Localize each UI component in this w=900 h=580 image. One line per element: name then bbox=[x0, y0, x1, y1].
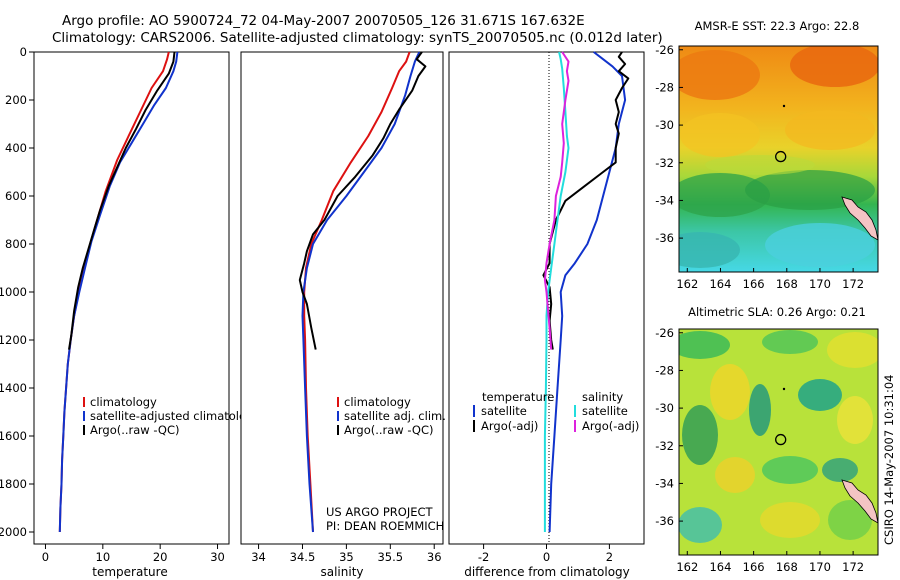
map-x-tick-label: 164 bbox=[709, 277, 731, 291]
y-tick-label: 1400 bbox=[0, 381, 27, 395]
series-line-satellite-sat_s bbox=[543, 51, 570, 532]
sla-coastline bbox=[841, 479, 879, 524]
map-y-tick-label: -26 bbox=[655, 43, 674, 57]
sst-map-frame bbox=[678, 45, 879, 273]
map-y-tick-label: -36 bbox=[655, 231, 674, 245]
y-tick-label: 600 bbox=[5, 189, 27, 203]
legend-label-argo: Argo(..raw -QC) bbox=[344, 423, 434, 437]
timestamp-stamp: CSIRO 14-May-2007 10:31:04 bbox=[882, 375, 896, 546]
x-tick-label: 34 bbox=[251, 550, 266, 564]
difference-panel: -2 0 2 difference from climatology tempera… bbox=[448, 51, 645, 579]
series-line-argo-raw-qc-argo bbox=[298, 51, 427, 350]
map-x-tick-label: 166 bbox=[743, 277, 765, 291]
y-tick-label: 800 bbox=[5, 237, 27, 251]
map-x-tick-label: 170 bbox=[809, 560, 831, 574]
difference-xlabel: difference from climatology bbox=[464, 565, 630, 579]
map-y-tick-label: -26 bbox=[655, 326, 674, 340]
x-tick-label: 2 bbox=[606, 550, 613, 564]
credit-line2: PI: DEAN ROEMMICH bbox=[326, 519, 444, 533]
salinity-xlabel: salinity bbox=[320, 565, 363, 579]
temperature-xlabel: temperature bbox=[92, 565, 167, 579]
temperature-axes bbox=[33, 51, 230, 545]
credit-line1: US ARGO PROJECT bbox=[326, 505, 434, 519]
series-line-argo-raw-qc-argo bbox=[68, 51, 176, 350]
map-y-tick-label: -30 bbox=[655, 118, 674, 132]
legend-label-sal-satellite: satellite bbox=[582, 404, 628, 418]
sst-map-title: AMSR-E SST: 22.3 Argo: 22.8 bbox=[695, 19, 860, 33]
x-tick-label: 30 bbox=[210, 550, 225, 564]
x-tick-label: 36 bbox=[427, 550, 442, 564]
legend-label-temp-satellite: satellite bbox=[481, 404, 527, 418]
series-line-satellite-adjusted-climatology-sat bbox=[58, 51, 179, 533]
map-y-tick-label: -36 bbox=[655, 514, 674, 528]
x-tick-label: 10 bbox=[96, 550, 111, 564]
sla-map-title: Altimetric SLA: 0.26 Argo: 0.21 bbox=[688, 305, 866, 319]
map-x-tick-label: 168 bbox=[776, 560, 798, 574]
map-x-tick-label: 172 bbox=[842, 277, 864, 291]
salinity-axes bbox=[240, 51, 444, 545]
map-x-tick-label: 170 bbox=[809, 277, 831, 291]
map-y-tick-label: -30 bbox=[655, 401, 674, 415]
legend-label-temp-argo: Argo(-adj) bbox=[481, 419, 538, 433]
sst-island-dot bbox=[782, 104, 786, 108]
map-x-tick-label: 166 bbox=[743, 560, 765, 574]
y-tick-label: 1200 bbox=[0, 333, 27, 347]
sst-coastline bbox=[841, 196, 879, 241]
temperature-panel: 0 10 20 30 0 200 400 600 800 1000 1200 1400 1600 1800… bbox=[0, 45, 260, 579]
sla-map: Altimetric SLA: 0.26 Argo: 0.21 162 164 16… bbox=[655, 305, 879, 574]
map-x-tick-label: 162 bbox=[676, 277, 698, 291]
map-x-tick-label: 162 bbox=[676, 560, 698, 574]
legend-label-sal-argo: Argo(-adj) bbox=[582, 419, 639, 433]
map-y-tick-label: -34 bbox=[655, 476, 674, 490]
y-tick-label: 200 bbox=[5, 93, 27, 107]
x-tick-label: 0 bbox=[543, 550, 550, 564]
map-y-tick-label: -34 bbox=[655, 193, 674, 207]
float-position-marker bbox=[775, 150, 787, 163]
x-tick-label: -2 bbox=[478, 550, 489, 564]
y-tick-label: 1600 bbox=[0, 429, 27, 443]
temperature-legend: climatology satellite-adjusted climatolo… bbox=[83, 395, 260, 437]
series-line-satellite-adj-clim-sat bbox=[301, 51, 421, 533]
legend-label-climatology: climatology bbox=[344, 395, 411, 409]
salinity-legend: climatology satellite adj. clim. Argo(..… bbox=[337, 395, 446, 437]
map-x-tick-label: 168 bbox=[776, 277, 798, 291]
x-tick-label: 35 bbox=[339, 550, 354, 564]
map-x-tick-label: 164 bbox=[709, 560, 731, 574]
x-tick-label: 35.5 bbox=[377, 550, 403, 564]
legend-label-satellite-adj: satellite adj. clim. bbox=[344, 409, 446, 423]
x-tick-label: 20 bbox=[153, 550, 168, 564]
series-line-argo-adj-argo bbox=[542, 51, 630, 350]
float-position-marker bbox=[775, 433, 787, 446]
series-line-argo-adj-argo_s bbox=[543, 51, 570, 350]
series-line-satellite-sat bbox=[548, 51, 627, 533]
y-tick-label: 1800 bbox=[0, 477, 27, 491]
sla-island-dot bbox=[782, 387, 786, 391]
map-y-tick-label: -28 bbox=[655, 363, 674, 377]
map-y-tick-label: -28 bbox=[655, 80, 674, 94]
x-tick-label: 0 bbox=[42, 550, 49, 564]
header-line2: Climatology: CARS2006. Satellite-adjuste… bbox=[52, 30, 663, 46]
y-tick-label: 2000 bbox=[0, 525, 27, 539]
x-tick-label: 34.5 bbox=[290, 550, 316, 564]
legend-label-argo: Argo(..raw -QC) bbox=[90, 423, 180, 437]
map-y-tick-label: -32 bbox=[655, 156, 674, 170]
map-y-tick-label: -32 bbox=[655, 439, 674, 453]
salinity-panel: 34 34.5 35 35.5 36 salinity climatology sate… bbox=[240, 51, 446, 579]
legend-label-climatology: climatology bbox=[90, 395, 157, 409]
sla-map-frame bbox=[678, 328, 879, 556]
y-tick-label: 1000 bbox=[0, 285, 27, 299]
y-tick-label: 400 bbox=[5, 141, 27, 155]
sla-field bbox=[679, 329, 878, 555]
difference-legend: temperature salinity satellite Argo(-adj… bbox=[473, 390, 639, 433]
legend-title-salinity: salinity bbox=[582, 390, 623, 404]
sst-map: AMSR-E SST: 22.3 Argo: 22.8 162 164 166 168… bbox=[655, 19, 879, 291]
y-tick-label: 0 bbox=[20, 45, 27, 59]
sst-field bbox=[679, 46, 878, 272]
legend-label-satellite-adjusted: satellite-adjusted climatology bbox=[90, 409, 260, 423]
map-x-tick-label: 172 bbox=[842, 560, 864, 574]
header-line1: Argo profile: AO 5900724_72 04-May-2007 … bbox=[62, 13, 585, 29]
legend-title-temperature: temperature bbox=[482, 390, 554, 404]
